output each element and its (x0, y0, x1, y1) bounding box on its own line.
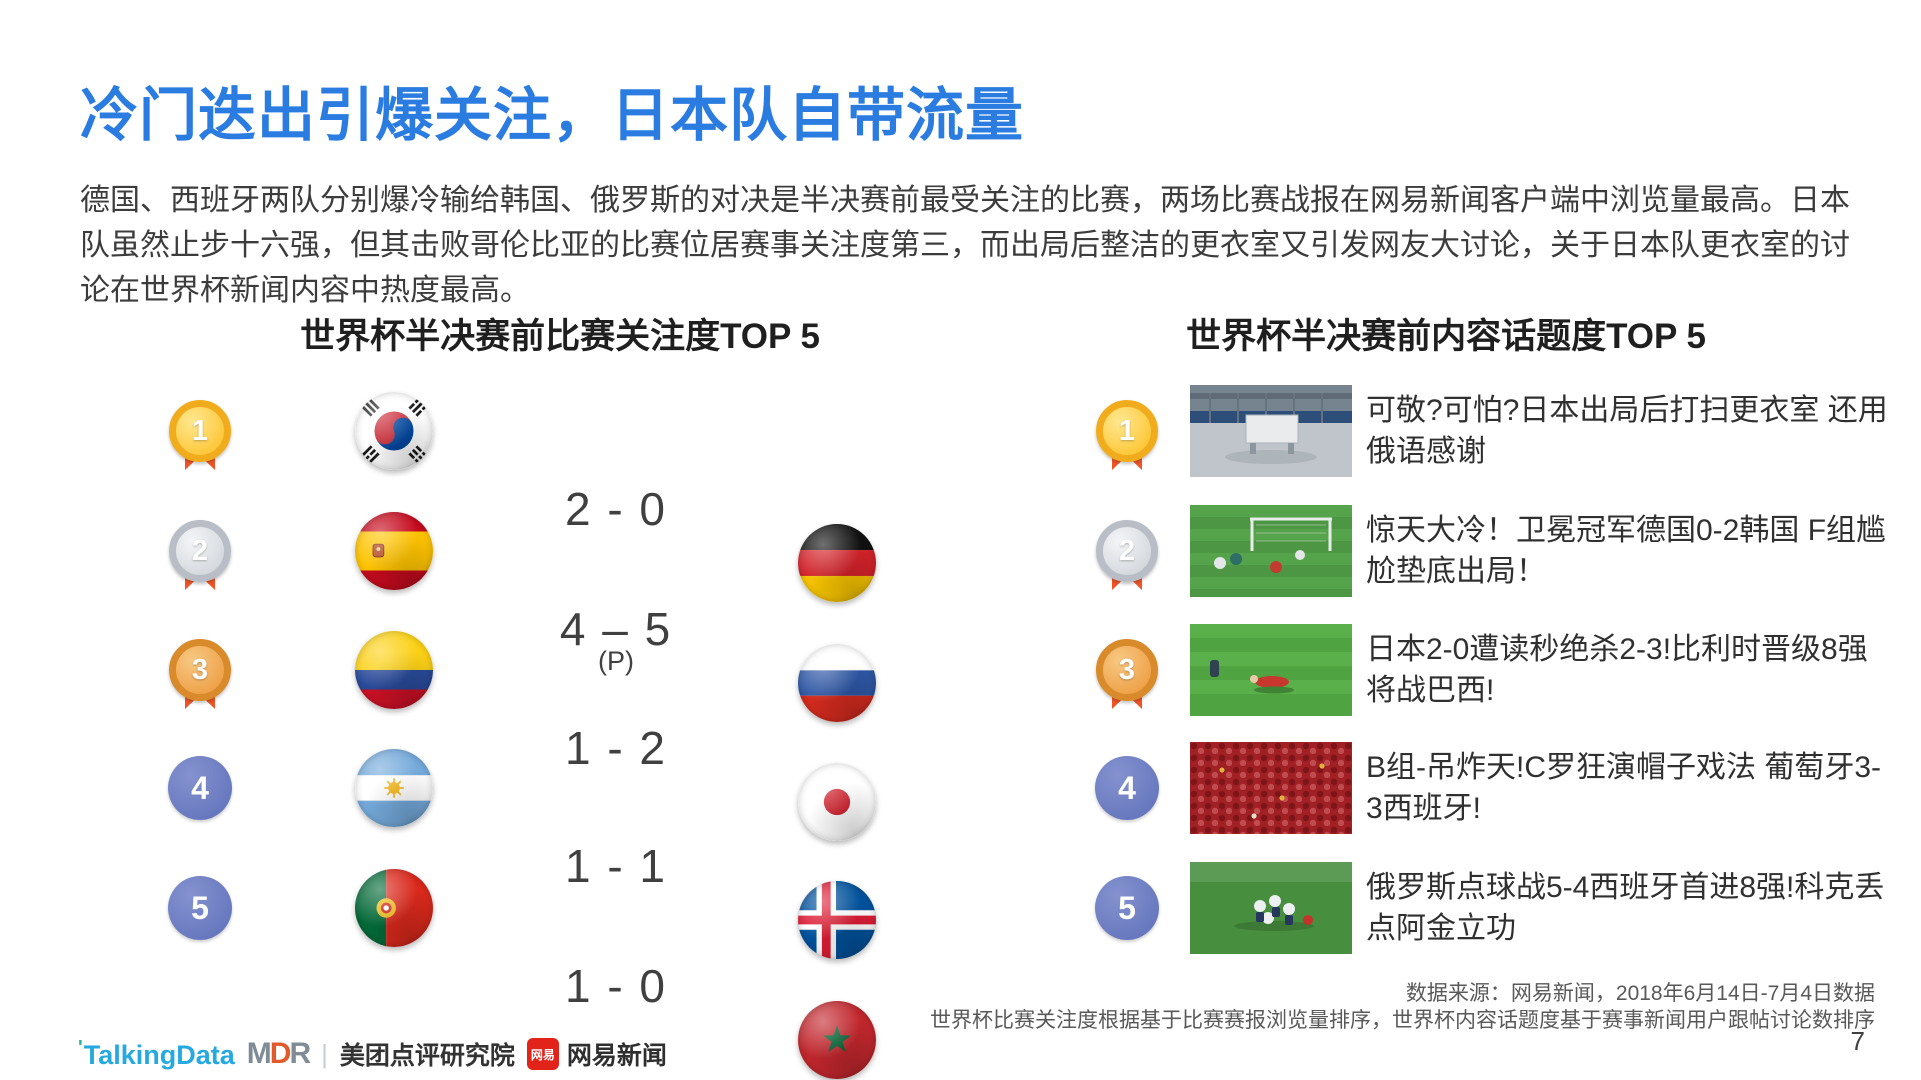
news-headline: 可敬?可怕?日本出局后打扫更衣室 还用俄语感谢 (1366, 394, 1888, 468)
rank-badge: 5 (1095, 876, 1159, 940)
meituan-research-logo: 美团点评研究院 (339, 1042, 515, 1070)
russia-spain-match-photo (1190, 862, 1352, 954)
silver-medal-icon: 2 (169, 520, 231, 590)
news-headline: 惊天大冷！卫冕冠军德国0-2韩国 F组尴尬垫底出局！ (1366, 514, 1887, 588)
match-ranking-title: 世界杯半决赛前比赛关注度TOP 5 (300, 317, 820, 356)
rank-number: 5 (1118, 889, 1136, 926)
iceland-flag-icon (798, 881, 876, 959)
match-row-2: 2 4 – 5 (P) (100, 496, 980, 722)
talkingdata-tick: ' (78, 1037, 83, 1059)
topic-ranking-title: 世界杯半决赛前内容话题度TOP 5 (1186, 317, 1706, 356)
portugal-fans-photo (1190, 742, 1352, 834)
rank-badge: 4 (168, 756, 232, 820)
match-score: 4 – 5 (P) (559, 603, 673, 676)
rank-number: 1 (191, 414, 209, 447)
rank-badge: 5 (168, 876, 232, 940)
rank-number: 3 (191, 653, 209, 686)
intro-paragraph: 德国、西班牙两队分别爆冷输给韩国、俄罗斯的对决是半决赛前最受关注的比赛，两场比赛… (80, 184, 1850, 307)
rank-number: 2 (1118, 534, 1136, 567)
news-row-5: 5 俄罗斯点球战5-4西班牙首进8强!科克丢点阿金立功 (1040, 853, 1921, 963)
germany-korea-match-photo (1190, 505, 1352, 597)
footer-logos: 'TalkingData MDR | 美团点评研究院 网易 网易新闻 (78, 1036, 667, 1072)
match-row-3: 3 1 - 2 (100, 615, 980, 841)
match-row-4: 4 1 - 1 (100, 733, 980, 959)
news-row-2: 2 惊天大冷！卫冕冠军德国0-2韩国 F组尴尬垫底出局！ (1040, 496, 1921, 606)
south-korea-flag-icon (355, 392, 433, 470)
rank-number: 2 (191, 534, 209, 567)
rank-number: 1 (1118, 414, 1136, 447)
match-score: 2 - 0 (564, 483, 668, 535)
page-title: 冷门迭出引爆关注，日本队自带流量 (80, 83, 1025, 148)
japan-locker-room-photo (1190, 385, 1352, 477)
page-number: 7 (1850, 1026, 1865, 1056)
rank-number: 4 (1118, 769, 1136, 806)
spain-flag-icon (355, 512, 433, 590)
rank-number: 3 (1118, 653, 1136, 686)
news-row-1: 1 可敬?可怕?日本出局后打扫更衣室 还用俄语感谢 (1040, 376, 1921, 486)
gold-medal-icon: 1 (169, 400, 231, 470)
news-row-4: 4 B组-吊炸天!C罗狂演帽子戏法 葡萄牙3-3西班牙! (1040, 733, 1921, 843)
mdr-logo: MDR (246, 1037, 311, 1070)
portugal-flag-icon (355, 869, 433, 947)
news-headline: 日本2-0遭读秒绝杀2-3!比利时晋级8强将战巴西! (1366, 633, 1868, 707)
colombia-flag-icon (355, 631, 433, 709)
match-row-1: 1 2 - 0 (100, 376, 980, 602)
japan-flag-icon (798, 763, 876, 841)
japan-belgium-match-photo (1190, 624, 1352, 716)
news-row-3: 3 日本2-0遭读秒绝杀2-3!比利时晋级8强将战巴西! (1040, 615, 1921, 725)
match-score: 1 - 0 (564, 960, 668, 1012)
rank-number: 4 (191, 769, 209, 806)
match-row-5: 5 1 - 0 (100, 853, 980, 1079)
news-headline: B组-吊炸天!C罗狂演帽子戏法 葡萄牙3-3西班牙! (1366, 751, 1882, 825)
data-source-line1: 数据来源：网易新闻，2018年6月14日-7月4日数据 (1405, 982, 1875, 1005)
rank-number: 5 (191, 889, 209, 926)
netease-news-logo: 网易新闻 (566, 1042, 667, 1070)
netease-icon: 网易 (526, 1038, 559, 1070)
talkingdata-logo: 'TalkingData (78, 1037, 235, 1070)
bronze-medal-icon: 3 (169, 639, 231, 709)
data-source-note: 数据来源：网易新闻，2018年6月14日-7月4日数据 世界杯比赛关注度根据基于… (930, 980, 1875, 1034)
data-source-line2: 世界杯比赛关注度根据基于比赛赛报浏览量排序，世界杯内容话题度基于赛事新闻用户跟帖… (930, 1009, 1875, 1032)
logo-divider: | (321, 1038, 328, 1069)
bronze-medal-icon: 3 (1096, 639, 1158, 709)
morocco-flag-icon (798, 1001, 876, 1079)
argentina-flag-icon (355, 749, 433, 827)
silver-medal-icon: 2 (1096, 520, 1158, 590)
news-headline: 俄罗斯点球战5-4西班牙首进8强!科克丢点阿金立功 (1366, 871, 1885, 945)
match-score: 1 - 2 (564, 722, 668, 774)
gold-medal-icon: 1 (1096, 400, 1158, 470)
match-score: 1 - 1 (564, 840, 668, 892)
rank-badge: 4 (1095, 756, 1159, 820)
